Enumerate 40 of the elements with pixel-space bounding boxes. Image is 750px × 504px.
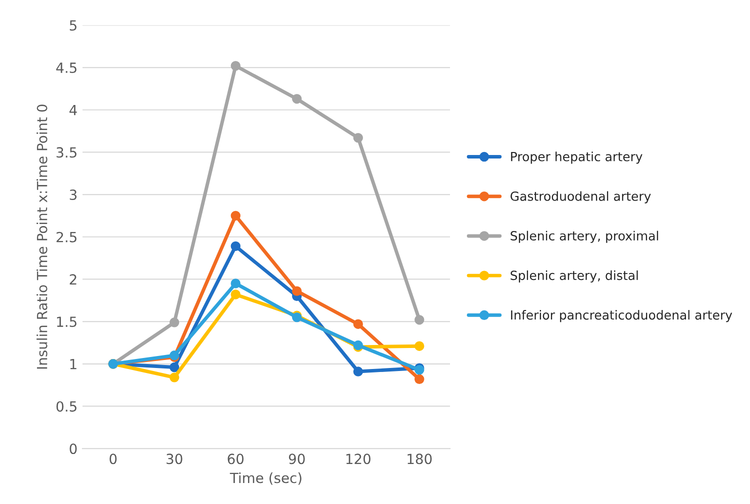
y-tick-label: 4.5 [56,62,76,74]
point [414,341,424,351]
point [353,132,363,143]
legend-label: Proper hepatic artery [511,152,642,164]
legend-label: Splenic artery, distal [510,270,638,283]
x-axis-title: Time (sec) [230,472,302,485]
point [230,278,240,288]
y-tick-label: 2 [70,274,76,284]
x-tick-label: 180 [408,454,432,464]
y-tick-label: 1.5 [57,316,76,328]
x-tick-label: 30 [166,454,182,464]
legend-label: Splenic artery, proximal [510,230,658,243]
legend-label: Gastroduodenal artery [510,191,651,204]
x-tick-label: 60 [228,454,244,464]
point [230,290,240,300]
y-tick-label: 3.5 [56,147,76,158]
point [230,241,240,252]
point [414,374,424,384]
y-tick-label: 1 [70,359,76,370]
x-tick-label: 0 [110,454,117,464]
point [170,372,180,382]
point [292,286,302,296]
point [353,366,363,376]
y-tick-label: 0 [70,444,77,454]
y-tick-label: 3 [70,190,77,200]
point [230,60,240,71]
y-axis-title: Insulin Ratio Time Point x:Time Point 0 [36,104,48,369]
y-tick-label: 5 [70,20,76,31]
y-tick-label: 2.5 [56,232,76,242]
point [353,319,363,329]
point [230,210,240,221]
point [292,94,302,104]
legend-label: Inferior pancreaticoduodenal artery [511,310,732,322]
x-tick-label: 90 [288,454,305,464]
point [170,362,180,372]
x-tick-label: 120 [346,454,370,464]
point [414,314,424,325]
y-tick-label: 4 [69,105,77,116]
point [170,318,180,328]
y-tick-label: 0.5 [56,401,76,412]
